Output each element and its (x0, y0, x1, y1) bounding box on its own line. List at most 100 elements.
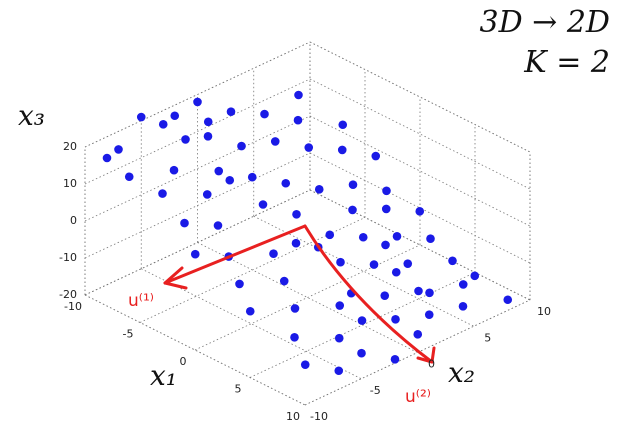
point (348, 180, 358, 189)
grid-line (309, 78, 531, 190)
point (314, 185, 324, 194)
point (357, 316, 367, 325)
point (334, 333, 344, 343)
y-axis-label: x₂ (448, 356, 475, 389)
grid-line (309, 152, 531, 264)
x-tick-label: 10 (286, 410, 300, 423)
point (279, 276, 289, 286)
point (415, 207, 425, 216)
grid-line (309, 41, 531, 153)
point (503, 295, 513, 305)
x-tick-label: -10 (64, 300, 82, 313)
grid (84, 41, 531, 406)
point (414, 286, 423, 296)
point (225, 175, 235, 185)
annotation-u2: u⁽²⁾ (405, 387, 431, 407)
grid-line (84, 294, 306, 406)
point (247, 172, 257, 182)
point (325, 230, 335, 240)
point (391, 315, 400, 324)
point (334, 366, 344, 376)
grid-line (309, 115, 531, 227)
x-tick-label: -5 (123, 328, 134, 341)
annotation-u1: u⁽¹⁾ (128, 291, 154, 311)
z-tick-label: 10 (63, 177, 77, 190)
grid-line (194, 244, 421, 351)
point (470, 271, 480, 281)
arrow-u2 (303, 224, 434, 364)
point (213, 221, 223, 230)
point (357, 348, 366, 358)
point (124, 172, 134, 182)
point (258, 200, 268, 209)
point (337, 145, 347, 155)
point (390, 355, 400, 364)
point (291, 238, 301, 248)
point (458, 280, 468, 289)
y-tick-label: 5 (484, 331, 491, 344)
point (102, 153, 112, 163)
point (235, 279, 244, 289)
point (181, 135, 190, 144)
point (458, 302, 468, 311)
y-tick-label: -10 (310, 410, 328, 423)
x-tick-label: 0 (180, 355, 187, 368)
point (424, 310, 434, 319)
grid-line (309, 189, 531, 301)
point (260, 109, 269, 119)
point (369, 260, 379, 269)
point (358, 232, 368, 242)
point (114, 145, 123, 154)
point (180, 218, 189, 228)
annotation-arrows (163, 224, 436, 364)
point (335, 301, 345, 310)
point (348, 205, 357, 215)
x-tick-label: 5 (235, 383, 242, 396)
arrow-u1 (163, 224, 307, 285)
grid-line (84, 78, 311, 185)
point (294, 90, 303, 100)
point (169, 165, 179, 175)
point (193, 97, 202, 107)
y-tick-label: 0 (428, 358, 435, 371)
z-tick-label: -20 (59, 288, 77, 301)
point (448, 256, 457, 266)
point (237, 141, 246, 151)
point (281, 178, 291, 188)
point (226, 107, 236, 116)
z-axis-label: x₃ (18, 99, 45, 132)
points (102, 90, 513, 376)
point (158, 189, 167, 198)
z-tick-label: 0 (70, 214, 77, 227)
point (426, 234, 435, 243)
point (413, 330, 423, 339)
point (403, 259, 413, 268)
point (380, 291, 390, 300)
point (203, 132, 213, 141)
point (338, 120, 348, 130)
grid-line (84, 41, 311, 148)
point (392, 232, 402, 241)
arrowhead-u2 (416, 346, 436, 364)
point (158, 120, 168, 129)
title: 3D → 2D (480, 5, 611, 40)
x-axis-label: x₁ (150, 359, 177, 392)
point (290, 304, 300, 313)
point (203, 117, 213, 127)
point (170, 111, 180, 121)
point (425, 288, 434, 298)
y-tick-label: 10 (537, 305, 551, 318)
point (202, 190, 212, 199)
point (381, 204, 391, 214)
point (269, 249, 278, 258)
grid-line (197, 242, 418, 353)
point (214, 166, 224, 176)
point (304, 143, 314, 152)
point (136, 112, 146, 122)
point (391, 267, 401, 277)
z-tick-label: -10 (59, 251, 77, 264)
subtitle: K = 2 (523, 45, 610, 80)
point (290, 333, 299, 342)
